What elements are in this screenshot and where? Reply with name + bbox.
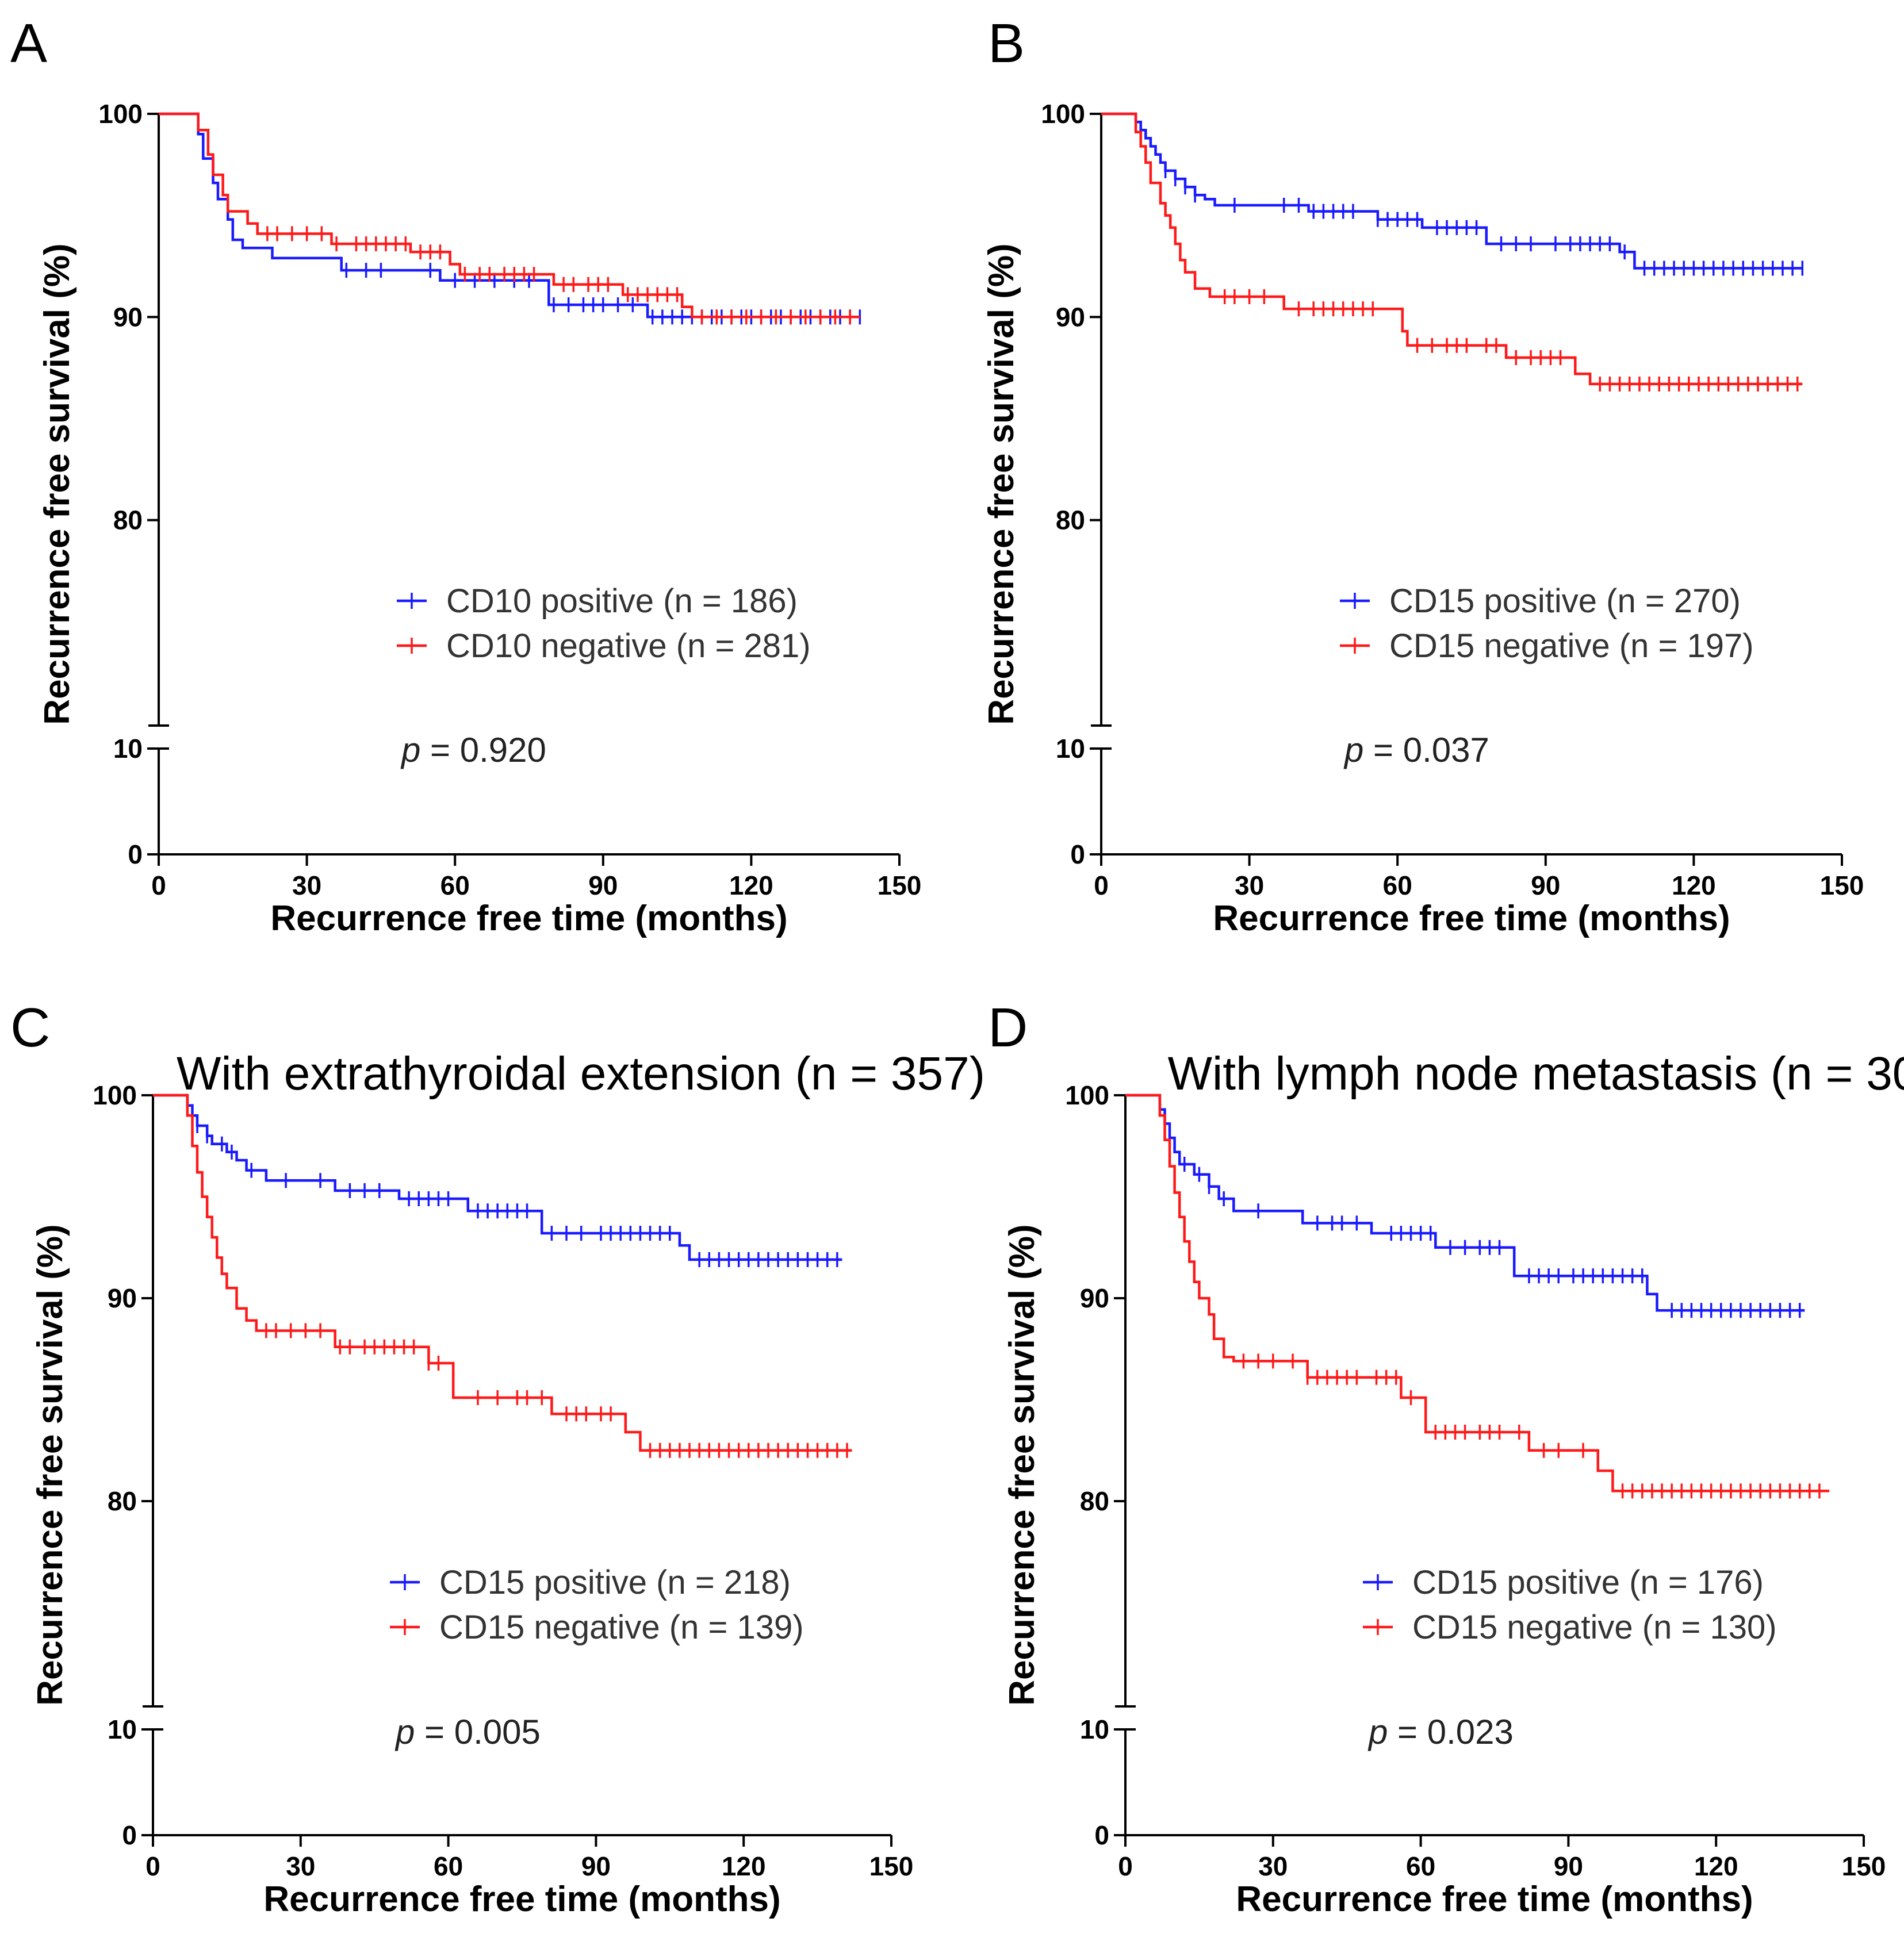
series-negative xyxy=(159,112,860,325)
x-tick-label: 120 xyxy=(729,870,773,900)
legend-entry: CD10 positive (n = 186) xyxy=(446,582,798,620)
panel-label: C xyxy=(10,997,50,1058)
y-tick-label: 90 xyxy=(1080,1283,1109,1313)
p-value: p = 0.023 xyxy=(1367,1713,1514,1751)
x-tick-label: 120 xyxy=(1672,870,1716,900)
x-tick-label: 90 xyxy=(1554,1851,1583,1881)
panel-d: D With lymph node metastasis (n = 306) 80 9… xyxy=(988,997,1904,1919)
p-number: = 0.037 xyxy=(1363,731,1489,769)
legend-entry: CD15 positive (n = 218) xyxy=(439,1564,791,1601)
p-symbol: p xyxy=(1343,731,1363,769)
x-axis-title: Recurrence free time (months) xyxy=(270,899,787,938)
p-symbol: p xyxy=(1367,1713,1388,1751)
y-tick-label: 100 xyxy=(93,1080,137,1110)
y-tick-label: 10 xyxy=(1056,734,1085,764)
series-negative xyxy=(1101,112,1803,392)
x-tick-label: 30 xyxy=(286,1851,315,1881)
legend-entry: CD15 negative (n = 139) xyxy=(439,1609,804,1646)
y-tick-label: 100 xyxy=(1041,99,1085,129)
y-tick-label: 0 xyxy=(128,839,143,869)
x-axis-title: Recurrence free time (months) xyxy=(263,1879,780,1919)
survival-curve xyxy=(1101,112,1803,386)
panel-label: D xyxy=(988,997,1028,1058)
x-tick-label: 60 xyxy=(440,870,470,900)
panel-c: C With extrathyroidal extension (n = 357)… xyxy=(10,997,985,1919)
y-tick-label: 80 xyxy=(113,505,143,535)
x-axis-title: Recurrence free time (months) xyxy=(1213,899,1730,938)
x-tick-label: 150 xyxy=(878,870,922,900)
x-tick-label: 0 xyxy=(145,1851,160,1881)
panel-label: A xyxy=(10,13,47,74)
p-number: = 0.005 xyxy=(415,1713,541,1751)
x-tick-label: 30 xyxy=(292,870,321,900)
x-tick-label: 150 xyxy=(869,1851,914,1881)
x-tick-label: 120 xyxy=(722,1851,766,1881)
p-value: p = 0.920 xyxy=(400,731,546,769)
x-tick-label: 30 xyxy=(1258,1851,1288,1881)
survival-curve xyxy=(153,1094,852,1452)
p-value: p = 0.037 xyxy=(1343,731,1489,769)
survival-curve xyxy=(1125,1094,1830,1493)
survival-curve xyxy=(159,112,860,319)
legend-entry: CD15 positive (n = 176) xyxy=(1412,1564,1764,1601)
x-tick-label: 0 xyxy=(151,870,166,900)
y-tick-label: 80 xyxy=(108,1486,137,1516)
y-tick-label: 10 xyxy=(1080,1714,1109,1744)
y-axis-title: Recurrence free survival (%) xyxy=(30,1224,70,1705)
series-negative xyxy=(153,1094,852,1458)
series-negative xyxy=(1125,1094,1830,1499)
legend-entry: CD10 negative (n = 281) xyxy=(446,627,811,665)
y-tick-label: 90 xyxy=(113,302,143,332)
series-positive xyxy=(153,1094,842,1267)
survival-curve xyxy=(1125,1094,1805,1312)
x-tick-label: 90 xyxy=(581,1851,611,1881)
x-axis-title: Recurrence free time (months) xyxy=(1236,1879,1753,1919)
y-tick-label: 0 xyxy=(1070,839,1085,869)
x-tick-label: 60 xyxy=(1383,870,1412,900)
y-tick-label: 10 xyxy=(113,734,143,764)
x-tick-label: 0 xyxy=(1094,870,1109,900)
x-tick-label: 90 xyxy=(588,870,618,900)
y-tick-label: 90 xyxy=(1056,302,1085,332)
x-tick-label: 150 xyxy=(1820,870,1864,900)
y-tick-label: 90 xyxy=(108,1283,137,1313)
x-tick-label: 120 xyxy=(1694,1851,1738,1881)
y-axis-title: Recurrence free survival (%) xyxy=(982,243,1021,724)
chart-title: With lymph node metastasis (n = 306) xyxy=(1168,1048,1904,1100)
y-axis-title: Recurrence free survival (%) xyxy=(37,243,77,724)
x-tick-label: 60 xyxy=(1406,1851,1435,1881)
x-tick-label: 150 xyxy=(1842,1851,1886,1881)
y-axis-title: Recurrence free survival (%) xyxy=(1002,1224,1042,1705)
y-tick-label: 100 xyxy=(1065,1080,1109,1110)
y-tick-label: 80 xyxy=(1056,505,1085,535)
p-symbol: p xyxy=(400,731,420,769)
x-tick-label: 60 xyxy=(434,1851,463,1881)
x-tick-label: 0 xyxy=(1118,1851,1133,1881)
p-number: = 0.023 xyxy=(1388,1713,1514,1751)
x-tick-label: 30 xyxy=(1235,870,1264,900)
y-tick-label: 0 xyxy=(1094,1820,1109,1850)
series-positive xyxy=(1125,1094,1805,1318)
legend-entry: CD15 negative (n = 130) xyxy=(1412,1609,1777,1646)
legend-entry: CD15 negative (n = 197) xyxy=(1389,627,1754,665)
y-tick-label: 0 xyxy=(122,1820,137,1850)
p-number: = 0.920 xyxy=(420,731,546,769)
y-tick-label: 100 xyxy=(98,99,143,129)
legend-entry: CD15 positive (n = 270) xyxy=(1389,582,1741,620)
series-positive xyxy=(1101,112,1804,276)
x-tick-label: 90 xyxy=(1531,870,1560,900)
y-tick-label: 10 xyxy=(108,1714,137,1744)
survival-curve xyxy=(159,112,860,319)
chart-title: With extrathyroidal extension (n = 357) xyxy=(177,1048,985,1100)
panel-label: B xyxy=(988,13,1025,74)
y-tick-label: 80 xyxy=(1080,1486,1109,1516)
p-symbol: p xyxy=(394,1713,415,1751)
survival-curve xyxy=(153,1094,842,1261)
p-value: p = 0.005 xyxy=(394,1713,541,1751)
